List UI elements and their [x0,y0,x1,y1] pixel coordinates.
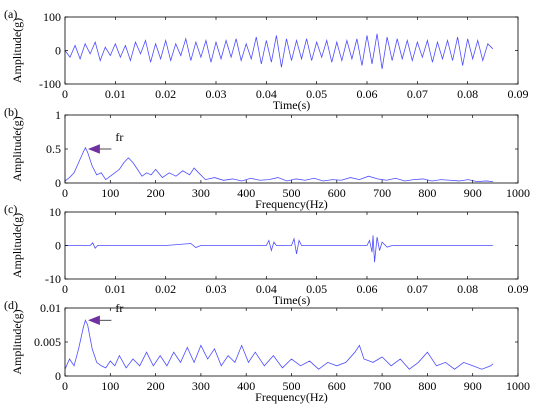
x-tick-label: 0.08 [457,282,478,296]
annotation-text: fr [115,130,123,144]
x-tick-label: 300 [192,186,210,200]
y-tick-label: -10 [45,272,61,286]
y-tick-label: 0.01 [40,301,61,315]
panel-4: 0 100 200 300 400 500 600 700 800 900 1000 0 0.005 0.… [4,298,530,404]
x-tick-label: 0.04 [256,282,277,296]
y-tick-label: 100 [43,10,61,24]
x-tick-label: 0 [62,87,68,101]
series-line [64,33,494,69]
y-axis-label: Amplitude(g) [10,309,24,374]
x-tick-label: 0.02 [155,87,176,101]
x-tick-label: 0 [62,379,68,393]
x-tick-label: 200 [147,186,165,200]
x-tick-label: 0.07 [407,87,428,101]
y-tick-label: 10 [49,205,61,219]
panel-label: (a) [4,7,17,21]
x-tick-label: 0 [62,186,68,200]
y-tick-label: 0 [55,44,61,58]
x-tick-label: 100 [101,186,119,200]
x-tick-label: 0.07 [407,282,428,296]
x-tick-label: 0.01 [105,87,126,101]
y-tick-label: 0.005 [34,335,61,349]
panel-label: (d) [4,298,18,312]
x-tick-label: 0.01 [105,282,126,296]
annotation-arrow-head [88,315,100,325]
x-tick-label: 0.08 [457,87,478,101]
x-tick-label: 0.05 [306,282,327,296]
x-tick-label: 700 [373,186,391,200]
y-axis-label: Amplitude(g) [10,18,24,83]
x-tick-label: 200 [147,379,165,393]
series-line [64,319,494,370]
panel-2: 0 100 200 300 400 500 600 700 800 900 1000 0 0.5 1 Fre… [4,105,530,211]
series-line [64,146,494,183]
x-tick-label: 900 [464,379,482,393]
y-tick-label: 0 [55,176,61,190]
x-tick-label: 700 [373,379,391,393]
axes-frame [64,114,519,184]
x-axis-label: Frequency(Hz) [255,390,328,404]
x-tick-label: 1000 [506,186,530,200]
y-axis-label: Amplitude(g) [10,116,24,181]
panel-3: 0 0.01 0.02 0.03 0.04 0.05 0.06 0.07 0.08 0.09 -10… [4,202,529,307]
panel-label: (b) [4,105,18,119]
annotation-arrow-head [88,144,100,154]
x-axis-label: Time(s) [273,98,311,112]
y-tick-label: 0 [55,369,61,383]
x-tick-label: 0.09 [508,282,529,296]
x-tick-label: 0.09 [508,87,529,101]
y-tick-label: 0 [55,239,61,253]
x-tick-label: 300 [192,379,210,393]
x-tick-label: 900 [464,186,482,200]
x-tick-label: 1000 [506,379,530,393]
x-tick-label: 0.03 [206,282,227,296]
x-tick-label: 800 [418,379,436,393]
x-tick-label: 0.04 [256,87,277,101]
panel-label: (c) [4,202,17,216]
x-tick-label: 0.02 [155,282,176,296]
x-axis-label: Frequency(Hz) [255,197,328,211]
x-tick-label: 500 [283,379,301,393]
y-axis-label: Amplitude(g) [10,213,24,278]
x-axis-label: Time(s) [273,293,311,307]
y-tick-label: 1 [55,108,61,122]
x-tick-label: 600 [328,186,346,200]
x-tick-label: 400 [237,379,255,393]
x-tick-label: 0.03 [206,87,227,101]
x-tick-label: 800 [418,186,436,200]
x-tick-label: 0.05 [306,87,327,101]
x-tick-label: 100 [101,379,119,393]
y-tick-label: 0.5 [46,142,61,156]
x-tick-label: 400 [237,186,255,200]
x-tick-label: 0.06 [357,87,378,101]
x-tick-label: 600 [328,379,346,393]
x-tick-label: 0.06 [357,282,378,296]
x-tick-label: 500 [283,186,301,200]
series-line [65,235,493,263]
annotation-text: fr [115,301,123,315]
x-tick-label: 0 [62,282,68,296]
y-tick-label: -100 [39,77,61,91]
panel-1: 0 0.01 0.02 0.03 0.04 0.05 0.06 0.07 0.08 0.09 -10… [4,7,529,112]
